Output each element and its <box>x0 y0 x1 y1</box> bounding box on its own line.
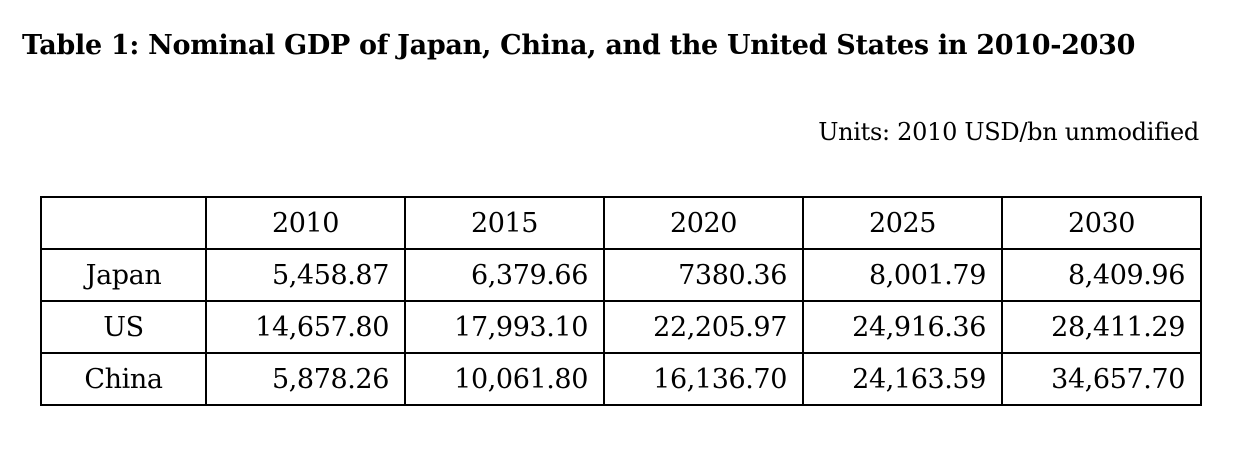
column-header-2020: 2020 <box>603 196 804 250</box>
table-cell: 17,993.10 <box>404 300 605 354</box>
table-cell: 28,411.29 <box>1001 300 1202 354</box>
table-row-china: China 5,878.26 10,061.80 16,136.70 24,16… <box>40 352 1202 406</box>
units-note: Units: 2010 USD/bn unmodified <box>818 118 1199 146</box>
column-header-2010: 2010 <box>205 196 406 250</box>
table-cell: 8,001.79 <box>802 248 1003 302</box>
table-cell: 5,878.26 <box>205 352 406 406</box>
table-cell: 24,163.59 <box>802 352 1003 406</box>
table-title: Table 1: Nominal GDP of Japan, China, an… <box>22 30 1136 61</box>
column-header-2030: 2030 <box>1001 196 1202 250</box>
table-cell: 6,379.66 <box>404 248 605 302</box>
table-cell: 34,657.70 <box>1001 352 1202 406</box>
table-cell: 8,409.96 <box>1001 248 1202 302</box>
table-cell: 10,061.80 <box>404 352 605 406</box>
corner-cell <box>40 196 207 250</box>
table-cell: 16,136.70 <box>603 352 804 406</box>
gdp-table: 2010 2015 2020 2025 2030 Japan 5,458.87 … <box>40 196 1202 406</box>
column-header-2015: 2015 <box>404 196 605 250</box>
header-row: 2010 2015 2020 2025 2030 <box>40 196 1202 250</box>
table-row-japan: Japan 5,458.87 6,379.66 7380.36 8,001.79… <box>40 248 1202 302</box>
table-cell: 14,657.80 <box>205 300 406 354</box>
row-label: US <box>40 300 207 354</box>
table-row-us: US 14,657.80 17,993.10 22,205.97 24,916.… <box>40 300 1202 354</box>
table-cell: 7380.36 <box>603 248 804 302</box>
table-cell: 24,916.36 <box>802 300 1003 354</box>
row-label: China <box>40 352 207 406</box>
row-label: Japan <box>40 248 207 302</box>
table-cell: 5,458.87 <box>205 248 406 302</box>
table-cell: 22,205.97 <box>603 300 804 354</box>
column-header-2025: 2025 <box>802 196 1003 250</box>
